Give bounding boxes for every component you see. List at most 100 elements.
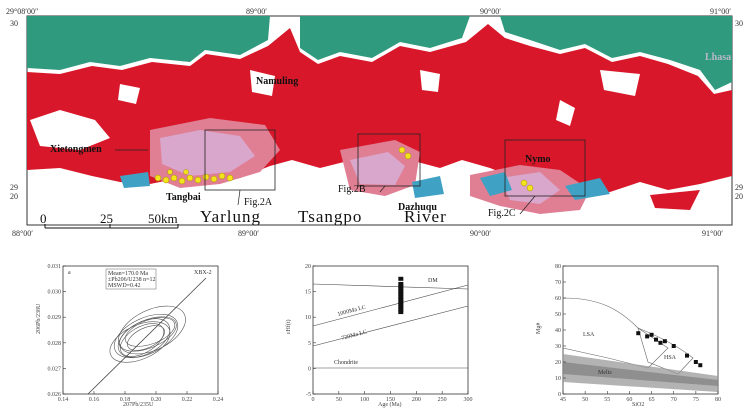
hf-point (398, 294, 404, 299)
mg-point (658, 340, 663, 345)
concordia-curve (87, 277, 207, 395)
y-tick-label: 0 (308, 366, 311, 372)
hf-point (398, 292, 404, 297)
y-tick-label: 40 (555, 328, 561, 334)
x-tick-label: 45 (560, 397, 566, 403)
coord-top-right: 91°00′ (710, 7, 731, 16)
x-tick-label: 200 (412, 397, 421, 403)
y-tick-label: 0.027 (48, 366, 62, 372)
mg-y-axis: 80 70 60 50 40 30 20 10 0 (555, 264, 566, 398)
hf-point (398, 284, 404, 289)
x-tick-label: 75 (693, 397, 699, 403)
coord-right-top: 30 (735, 19, 743, 28)
dm-line (312, 283, 469, 290)
y-tick-label: 0.028 (48, 341, 62, 347)
y-tick-label: 70 (555, 280, 561, 286)
concordia-inset (105, 268, 157, 290)
hf-point (398, 302, 404, 307)
x-tick-label: 70 (671, 397, 677, 403)
sample-sites (154, 146, 534, 192)
melt-label: Melts (598, 370, 612, 376)
mg-point (645, 334, 650, 339)
hf-point (398, 304, 404, 309)
x-tick-label: 0.20 (151, 397, 162, 403)
x-tick-label: 60 (626, 397, 632, 403)
lsa-label: LSA (583, 332, 595, 338)
coord-left-20: 20 (10, 192, 18, 201)
concordia-panel: a XBX-2 Mean=170.0 Ma ±Pb206/U238 n=12 M… (36, 264, 223, 408)
hf-point (398, 287, 404, 292)
x-tick-label: 0.14 (58, 397, 69, 403)
x-tick-label: 150 (386, 397, 395, 403)
scale-25: 25 (100, 211, 113, 226)
concordia-x-axis: 0.14 0.16 0.18 0.20 0.22 0.24 (58, 391, 223, 403)
place-namuling: Namuling (256, 76, 298, 87)
y-tick-label: 10 (555, 376, 561, 382)
y-tick-label: 80 (555, 264, 561, 270)
coord-bottom-89: 89°00′ (238, 229, 259, 238)
concordia-y-axis: 0.031 0.030 0.029 0.028 0.027 0.026 (48, 264, 66, 398)
y-tick-label: 60 (555, 296, 561, 302)
concordia-inset-3: MSWD=0.42 (108, 283, 141, 289)
fig-2b-label: Fig.2B (338, 184, 366, 195)
mg-panel: LSA HSA Melts 80 70 60 50 40 30 20 10 0 45 50 55 60… (536, 264, 721, 408)
dm-label: DM (428, 278, 438, 284)
x-tick-label: 80 (715, 397, 721, 403)
mg-point (671, 344, 676, 348)
concordia-sample: XBX-2 (194, 270, 212, 276)
mg-point (636, 331, 641, 336)
hf-x-axis: 0 50 100 150 200 250 300 (312, 391, 473, 403)
y-tick-label: -5 (306, 392, 311, 398)
y-tick-label: 20 (305, 264, 311, 270)
place-tangbai: Tangbai (166, 192, 201, 203)
x-tick-label: 50 (582, 397, 588, 403)
coord-bottom-left: 88°00′ (12, 229, 33, 238)
hf-point (398, 276, 404, 281)
blue-unit (120, 172, 610, 200)
coord-top-left: 29°08′00″ (6, 7, 38, 16)
coord-top-89: 89°00′ (246, 7, 267, 16)
river-word-1: Yarlung (200, 207, 261, 226)
concordia-tag: a (68, 270, 71, 276)
fig-2c-label: Fig.2C (488, 208, 516, 219)
concordia-inset-1: Mean=170.0 Ma (108, 271, 148, 277)
hf-point (398, 299, 404, 304)
hf-points (398, 276, 404, 315)
river-word-3: River (404, 207, 447, 226)
y-tick-label: 50 (555, 312, 561, 318)
coord-left-top: 30 (10, 19, 18, 28)
x-tick-label: 55 (604, 397, 610, 403)
y-tick-label: 0.031 (48, 264, 62, 270)
chur-label: Chondrite (334, 360, 358, 366)
hf-point (398, 281, 404, 286)
y-tick-label: 0 (558, 392, 561, 398)
hf-x-label: Age (Ma) (378, 401, 402, 408)
coord-bottom-90: 90°00′ (470, 229, 491, 238)
x-tick-label: 0.16 (89, 397, 100, 403)
coord-left-29: 29 (10, 183, 18, 192)
hf-point (398, 297, 404, 302)
mg-point (662, 339, 667, 344)
y-tick-label: 0.026 (48, 392, 62, 398)
concordia-inset-2: ±Pb206/U238 n=12 (108, 277, 156, 283)
x-tick-label: 0.18 (120, 397, 131, 403)
x-tick-label: 50 (336, 397, 342, 403)
x-tick-label: 0.22 (182, 397, 193, 403)
x-tick-label: 100 (360, 397, 369, 403)
mg-x-axis: 45 50 55 60 65 70 75 80 (560, 391, 721, 403)
scale-50: 50km (148, 211, 178, 226)
concordia-ellipses (109, 305, 186, 363)
mg-point (685, 353, 689, 358)
leader-lines (115, 149, 536, 215)
hf-point (398, 310, 404, 315)
concordia-x-label: 207Pb/235U (123, 402, 154, 408)
scale-bar: 0 25 50km (40, 211, 179, 229)
pink-unit (150, 118, 590, 214)
x-tick-label: 250 (438, 397, 447, 403)
hf-point (398, 307, 404, 312)
y-tick-label: 20 (555, 360, 561, 366)
place-dazhuqu: Dazhuqu (398, 202, 437, 213)
y-tick-label: 10 (305, 315, 311, 321)
hf-y-label: εHf(t) (285, 319, 292, 334)
place-lhasa: Lhasa (705, 52, 731, 63)
